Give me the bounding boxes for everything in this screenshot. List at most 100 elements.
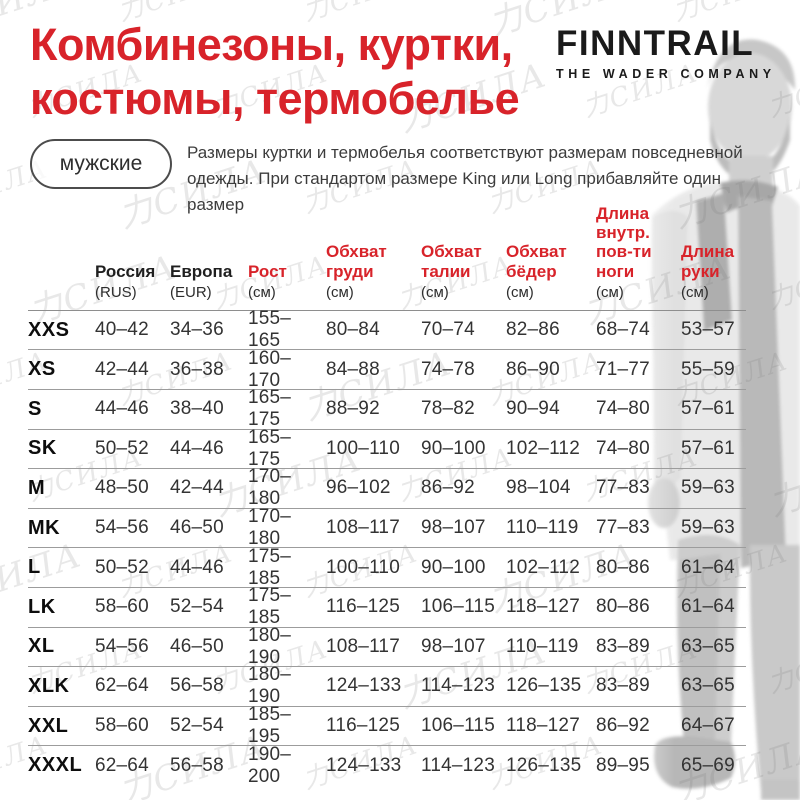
column-header-label: Обхват груди xyxy=(326,242,387,281)
value-cell: 83–89 xyxy=(596,675,650,697)
value-cell: 63–65 xyxy=(681,635,735,657)
column-header: Длина внутр. пов-ти ноги (см) xyxy=(596,204,681,301)
column-header-unit: (см) xyxy=(326,283,354,301)
value-cell: 42–44 xyxy=(170,477,224,499)
value-cell: 70–74 xyxy=(421,319,475,341)
value-cell: 74–80 xyxy=(596,437,650,459)
value-cell: 116–125 xyxy=(326,715,400,737)
value-cell: 82–86 xyxy=(506,319,560,341)
value-cell: 84–88 xyxy=(326,358,380,380)
value-cell: 50–52 xyxy=(95,556,149,578)
column-header: Европа (EUR) xyxy=(170,262,248,301)
value-cell: 62–64 xyxy=(95,754,149,776)
value-cell: 170–180 xyxy=(248,506,292,550)
table-row: XL 54–56 46–50 180–190 108–117 98–107 110–119 8… xyxy=(28,624,746,668)
value-cell: 50–52 xyxy=(95,437,149,459)
value-cell: 53–57 xyxy=(681,319,735,341)
table-row: LK 58–60 52–54 175–185 116–125 106–115 118–127… xyxy=(28,585,746,628)
value-cell: 71–77 xyxy=(596,358,650,380)
value-cell: 106–115 xyxy=(421,596,495,618)
column-header-label: Обхват талии xyxy=(421,242,482,281)
value-cell: 116–125 xyxy=(326,596,400,618)
column-header: Длина руки (см) xyxy=(681,242,746,300)
value-cell: 80–86 xyxy=(596,596,650,618)
sizing-note: Размеры куртки и термобелья соответствую… xyxy=(187,143,743,214)
value-cell: 38–40 xyxy=(170,398,224,420)
value-cell: 74–80 xyxy=(596,398,650,420)
size-cell: XXS xyxy=(28,318,70,341)
size-cell: XXL xyxy=(28,714,69,737)
size-cell: S xyxy=(28,397,42,420)
column-header: Рост (см) xyxy=(248,262,326,301)
value-cell: 108–117 xyxy=(326,517,400,539)
value-cell: 40–42 xyxy=(95,319,149,341)
value-cell: 102–112 xyxy=(506,437,580,459)
value-cell: 63–65 xyxy=(681,675,735,697)
value-cell: 118–127 xyxy=(506,596,580,618)
value-cell: 61–64 xyxy=(681,556,735,578)
value-cell: 57–61 xyxy=(681,437,735,459)
column-header-unit: (RUS) xyxy=(95,283,137,301)
value-cell: 44–46 xyxy=(95,398,149,420)
value-cell: 100–110 xyxy=(326,556,400,578)
value-cell: 77–83 xyxy=(596,517,650,539)
column-header: Россия (RUS) xyxy=(95,262,170,301)
value-cell: 98–107 xyxy=(421,517,486,539)
size-table-header: Россия (RUS) Европа (EUR) Рост (см) Обхват гру… xyxy=(28,204,746,311)
value-cell: 165–175 xyxy=(248,387,292,431)
value-cell: 118–127 xyxy=(506,715,580,737)
value-cell: 110–119 xyxy=(506,517,579,539)
value-cell: 54–56 xyxy=(95,517,149,539)
size-cell: XL xyxy=(28,635,55,658)
value-cell: 65–69 xyxy=(681,754,735,776)
value-cell: 89–95 xyxy=(596,754,650,776)
size-table-body: XXS 40–42 34–36 155–165 80–84 70–74 82–86 68–74… xyxy=(28,308,746,787)
column-header-label: Обхват бёдер xyxy=(506,242,567,281)
value-cell: 62–64 xyxy=(95,675,149,697)
size-cell: XLK xyxy=(28,674,70,697)
table-row: SK 50–52 44–46 165–175 100–110 90–100 102–112 7… xyxy=(28,426,746,470)
table-row: L 50–52 44–46 175–185 100–110 90–100 102–112 80… xyxy=(28,546,746,589)
brand-logo: FINNTRAIL THE WADER COMPANY xyxy=(556,26,796,81)
value-cell: 59–63 xyxy=(681,477,735,499)
table-row: XXL 58–60 52–54 185–195 116–125 106–115 118–12… xyxy=(28,704,746,748)
value-cell: 58–60 xyxy=(95,715,149,737)
value-cell: 180–190 xyxy=(248,624,292,668)
column-header-unit: (см) xyxy=(596,283,624,301)
column-header: Обхват талии (см) xyxy=(421,242,506,300)
value-cell: 100–110 xyxy=(326,437,400,459)
brand-tagline: THE WADER COMPANY xyxy=(556,67,776,81)
column-header-label: Длина внутр. пов-ти ноги xyxy=(596,204,652,281)
value-cell: 155–165 xyxy=(248,308,292,352)
value-cell: 74–78 xyxy=(421,358,475,380)
value-cell: 108–117 xyxy=(326,635,400,657)
value-cell: 170–180 xyxy=(248,466,292,510)
value-cell: 48–50 xyxy=(95,477,149,499)
value-cell: 44–46 xyxy=(170,556,224,578)
brand-name: FINNTRAIL xyxy=(556,24,755,63)
column-header-label: Европа xyxy=(170,261,233,281)
table-row: XS 42–44 36–38 160–170 84–88 74–78 86–90 71–77 5… xyxy=(28,348,746,391)
column-header-unit: (см) xyxy=(681,283,709,301)
value-cell: 61–64 xyxy=(681,596,735,618)
value-cell: 54–56 xyxy=(95,635,149,657)
table-row: MK 54–56 46–50 170–180 108–117 98–107 110–119 7… xyxy=(28,506,746,550)
size-cell: MK xyxy=(28,516,61,539)
page-title-line2: костюмы, термобелье xyxy=(30,73,520,125)
value-cell: 90–100 xyxy=(421,437,486,459)
value-cell: 110–119 xyxy=(506,635,579,657)
gender-pill: мужские xyxy=(30,139,172,189)
value-cell: 106–115 xyxy=(421,715,495,737)
table-row: M 48–50 42–44 170–180 96–102 86–92 98–104 77–83… xyxy=(28,466,746,510)
size-cell: XXXL xyxy=(28,754,83,777)
page-title-line1: Комбинезоны, куртки, xyxy=(30,19,513,70)
value-cell: 185–195 xyxy=(248,704,292,748)
value-cell: 165–175 xyxy=(248,426,292,470)
value-cell: 126–135 xyxy=(506,754,582,776)
value-cell: 190–200 xyxy=(248,743,292,787)
value-cell: 36–38 xyxy=(170,358,224,380)
value-cell: 96–102 xyxy=(326,477,391,499)
value-cell: 80–86 xyxy=(596,556,650,578)
